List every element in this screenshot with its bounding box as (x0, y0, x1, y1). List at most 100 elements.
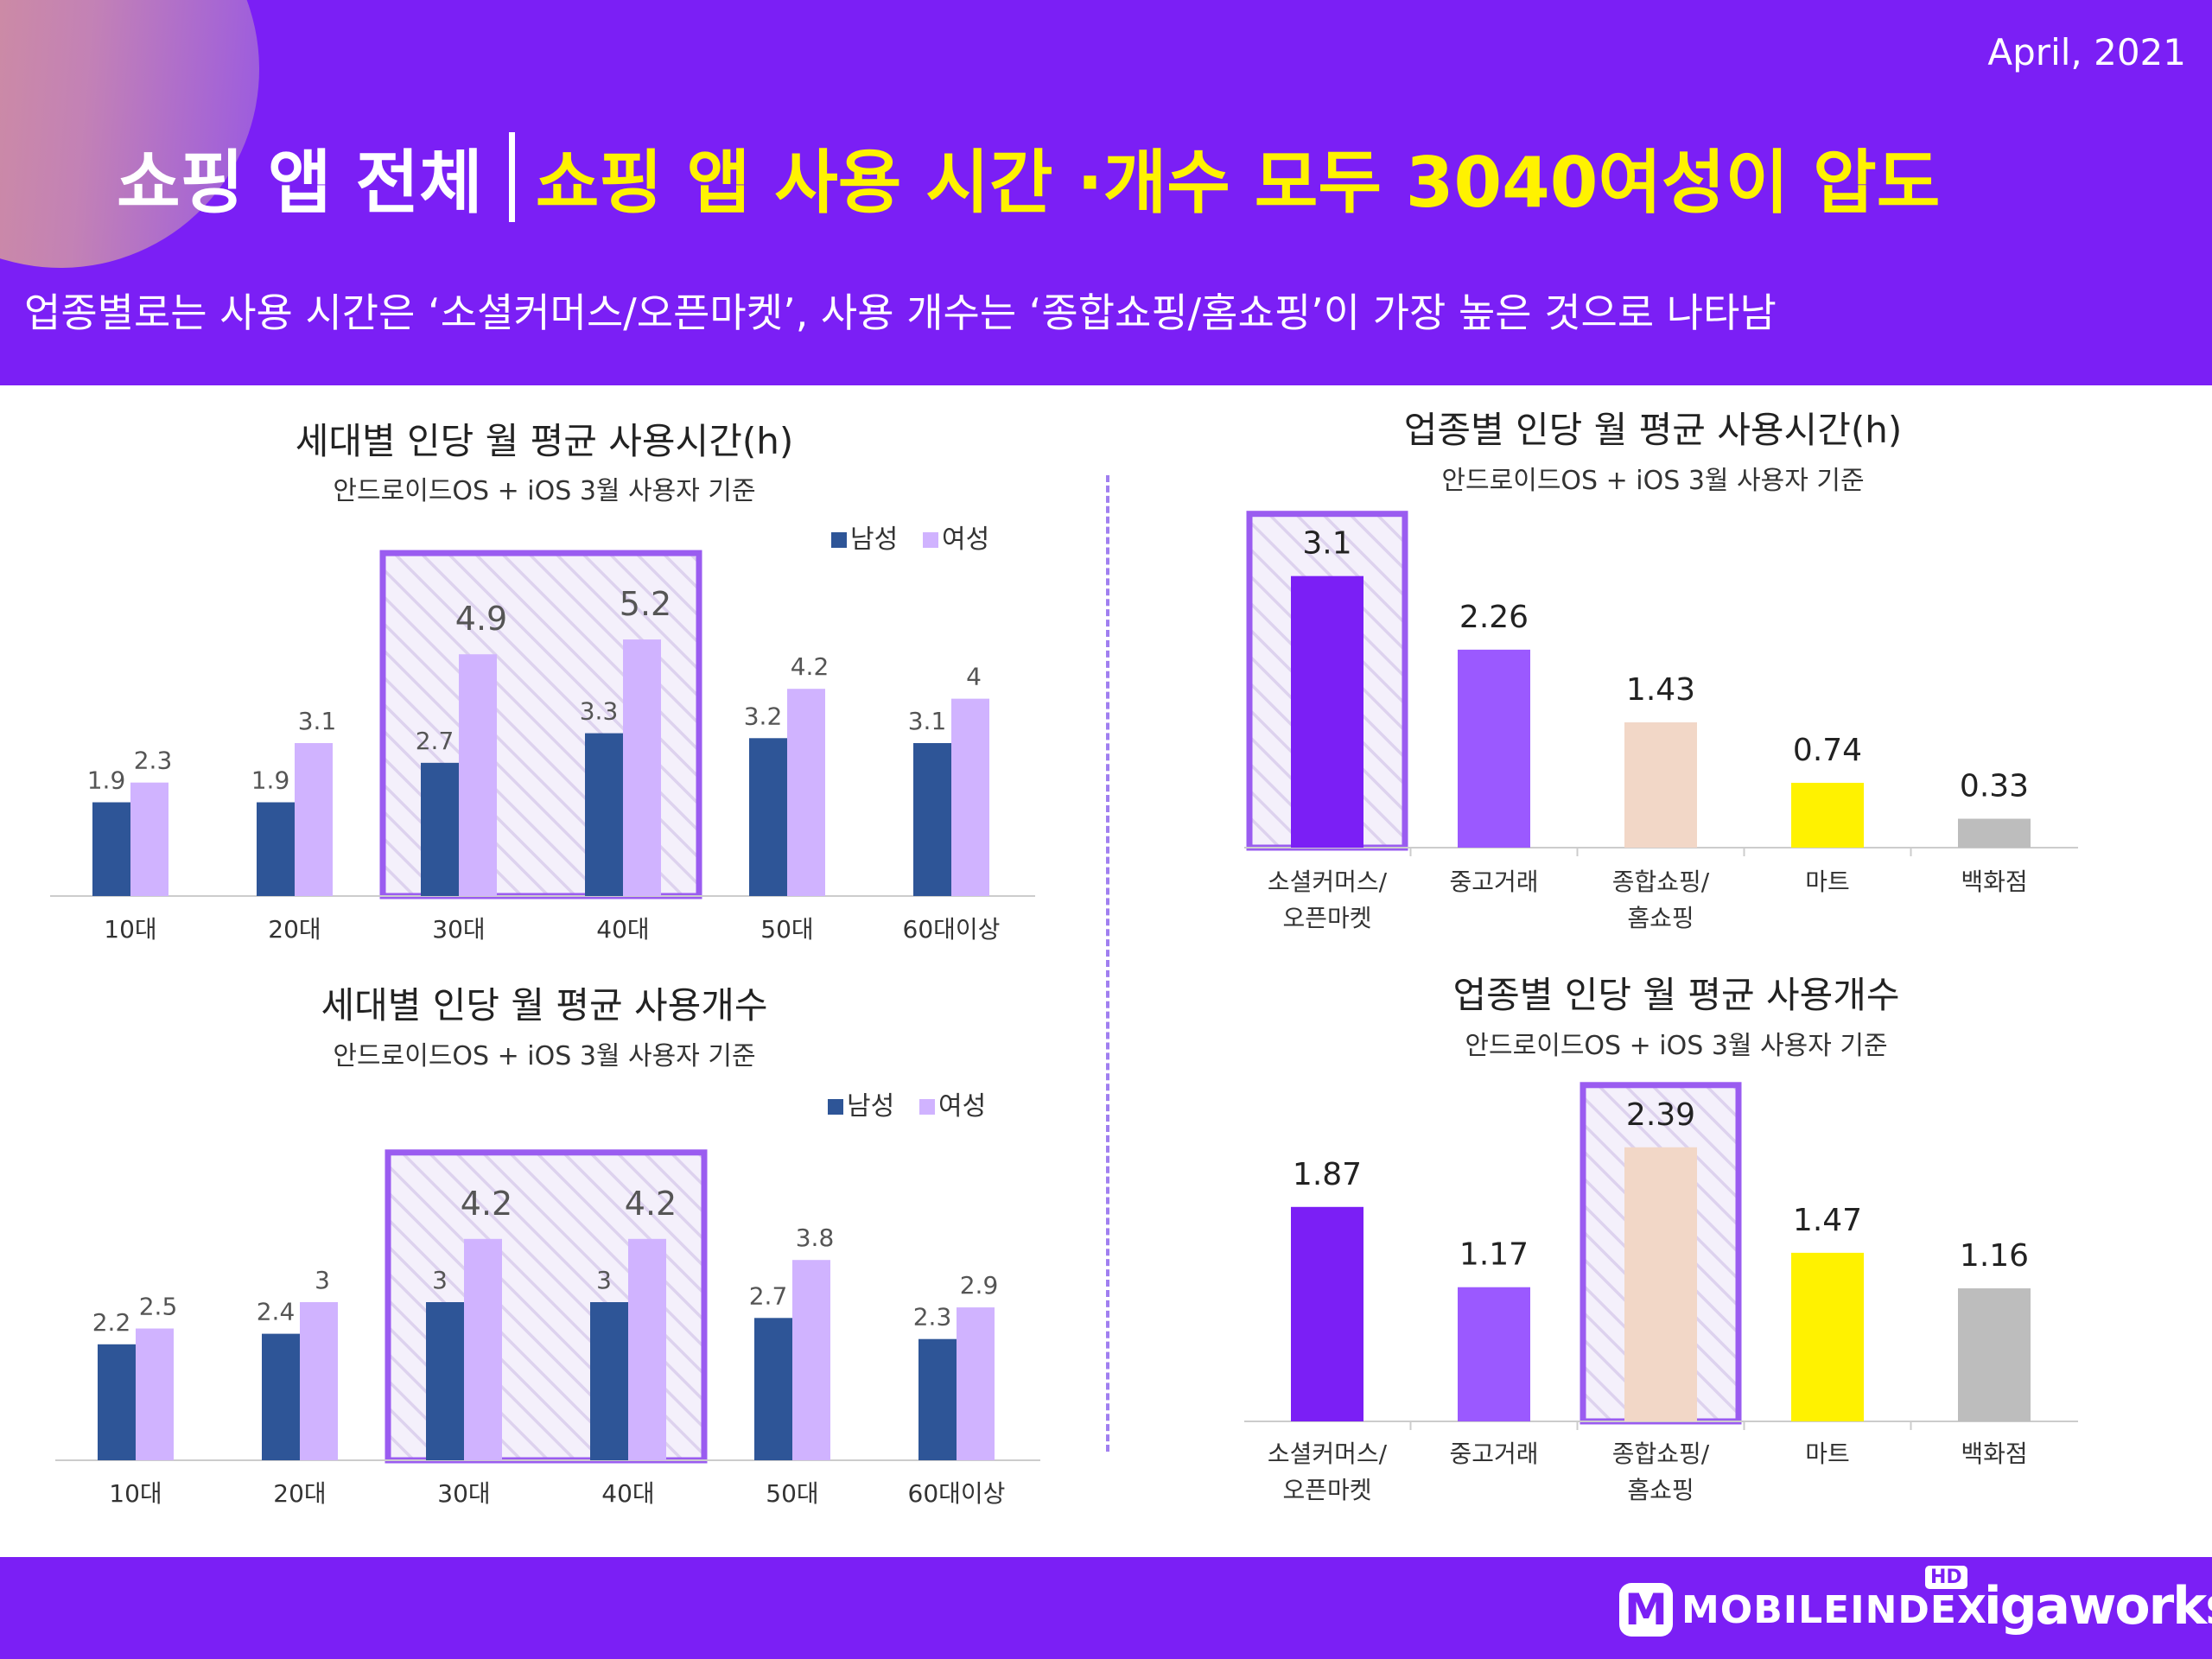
tick-label: 50대 (760, 915, 813, 944)
bar-female (136, 1328, 174, 1460)
bar-male (92, 802, 130, 896)
tick-label: 10대 (104, 915, 156, 944)
data-label: 5.2 (620, 585, 671, 623)
tick-label: 백화점 (1961, 1440, 2027, 1468)
tick-label: 마트 (1805, 868, 1850, 896)
footer-bar: M MOBILEINDEX HD igaworks (0, 1557, 2212, 1659)
data-label: 4.2 (461, 1185, 512, 1223)
data-label: 3.3 (580, 697, 619, 726)
legend-label: 남성 (850, 524, 898, 555)
tick-label: 홈쇼핑 (1627, 1476, 1694, 1504)
title-section: 쇼핑 앱 전체 (117, 143, 483, 223)
title-separator (508, 132, 515, 222)
header-banner: April, 2021 쇼핑 앱 전체 쇼핑 앱 사용 시간 ·개수 모두 30… (0, 0, 2212, 385)
bar (1958, 818, 2031, 848)
bar-male (585, 733, 623, 896)
data-label: 2.5 (139, 1293, 178, 1321)
data-label: 1.17 (1459, 1237, 1529, 1273)
bar (1958, 1288, 2031, 1421)
charts-canvas: 세대별 인당 월 평균 사용시간(h) 안드로이드OS + iOS 3월 사용자 … (50, 409, 2078, 1508)
legend-swatch (831, 532, 847, 548)
tick-label: 20대 (268, 915, 321, 944)
bar (1458, 649, 1530, 848)
bar (1291, 1206, 1363, 1421)
tick-label: 중고거래 (1449, 868, 1538, 896)
bar-female (623, 639, 661, 896)
data-label: 1.9 (251, 766, 290, 795)
data-label: 4.2 (791, 652, 830, 681)
data-label: 0.33 (1960, 769, 2029, 804)
bar-female (951, 698, 989, 896)
tick-label: 소셜커머스/ (1268, 868, 1388, 896)
mobileindex-m-icon: M (1619, 1583, 1673, 1637)
tick-label: 소셜커머스/ (1268, 1440, 1388, 1468)
bar-male (754, 1318, 792, 1460)
chart-subtitle: 안드로이드OS + iOS 3월 사용자 기준 (333, 1041, 755, 1071)
report-date: April, 2021 (1987, 31, 2186, 73)
data-label: 1.16 (1960, 1238, 2029, 1274)
bar-female (130, 782, 168, 896)
tick-label: 40대 (601, 1479, 654, 1508)
chart-subtitle: 안드로이드OS + iOS 3월 사용자 기준 (1441, 466, 1864, 496)
page-subtitle: 업종별로는 사용 시간은 ‘소셜커머스/오픈마켓’, 사용 개수는 ‘종합쇼핑/… (24, 289, 1777, 336)
bar-male (257, 802, 295, 896)
data-label: 2.7 (749, 1281, 788, 1310)
tick-label: 홈쇼핑 (1627, 904, 1694, 932)
bar (1791, 782, 1864, 848)
data-label: 4.2 (625, 1185, 677, 1223)
chart-divider (1106, 475, 1109, 1452)
bar-male (918, 1338, 957, 1460)
data-label: 2.3 (134, 747, 173, 775)
data-label: 2.7 (416, 727, 454, 755)
bar (1624, 1147, 1697, 1421)
bar-female (787, 689, 825, 896)
data-label: 3 (315, 1266, 330, 1294)
legend-swatch (923, 532, 938, 548)
bar-female (957, 1307, 995, 1460)
bar (1458, 1287, 1530, 1421)
data-label: 2.9 (960, 1271, 999, 1300)
tick-label: 오픈마켓 (1282, 1476, 1371, 1504)
legend-label: 남성 (847, 1091, 894, 1122)
legend-label: 여성 (938, 1091, 986, 1122)
data-label: 2.2 (92, 1308, 131, 1337)
bar (1791, 1252, 1864, 1421)
legend-label: 여성 (942, 524, 989, 555)
bar-male (421, 762, 459, 896)
hd-badge: HD (1925, 1566, 1967, 1589)
bar-male (262, 1333, 300, 1460)
bar-female (295, 743, 333, 896)
chart-title: 세대별 인당 월 평균 사용시간(h) (296, 420, 793, 462)
bar-female (792, 1260, 830, 1460)
bar (1624, 722, 1697, 848)
data-label: 2.3 (913, 1303, 952, 1332)
chart-subtitle: 안드로이드OS + iOS 3월 사용자 기준 (1465, 1031, 1887, 1061)
data-label: 2.26 (1459, 600, 1529, 635)
data-label: 3.2 (744, 702, 783, 730)
bar-female (628, 1238, 666, 1460)
tick-label: 30대 (437, 1479, 490, 1508)
data-label: 1.43 (1626, 672, 1695, 708)
data-label: 4.9 (455, 600, 507, 638)
tick-label: 30대 (432, 915, 485, 944)
bar-male (590, 1302, 628, 1460)
bar-male (749, 738, 787, 896)
tick-label: 종합쇼핑/ (1612, 868, 1710, 896)
tick-label: 10대 (109, 1479, 162, 1508)
mobileindex-wordmark: MOBILEINDEX (1681, 1587, 1987, 1632)
bar-female (459, 654, 497, 896)
tick-label: 60대이상 (908, 1479, 1006, 1508)
data-label: 1.9 (87, 766, 126, 795)
bar-male (98, 1344, 136, 1460)
legend-swatch (828, 1099, 843, 1115)
bar-male (913, 743, 951, 896)
data-label: 0.74 (1793, 733, 1862, 768)
tick-label: 40대 (596, 915, 649, 944)
data-label: 3 (432, 1266, 448, 1294)
legend-swatch (919, 1099, 935, 1115)
data-label: 3.8 (796, 1224, 835, 1252)
bar (1291, 575, 1363, 848)
data-label: 1.87 (1293, 1157, 1362, 1192)
chart-title: 업종별 인당 월 평균 사용개수 (1452, 974, 1899, 1016)
data-label: 3.1 (1302, 526, 1351, 562)
